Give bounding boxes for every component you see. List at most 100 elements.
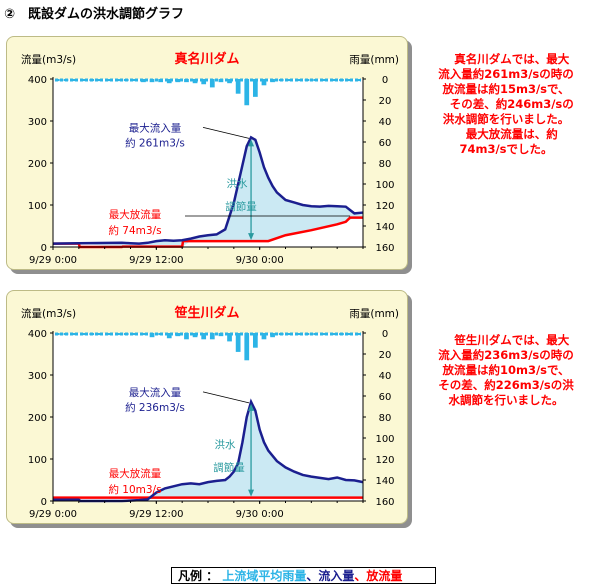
y-tick-label: 200 xyxy=(28,413,47,424)
rain-bar xyxy=(54,333,60,336)
rain-bar xyxy=(158,79,164,83)
y-tick-label: 100 xyxy=(28,201,47,212)
rain-bar xyxy=(192,79,198,84)
y-axis-label: 流量(m3/s) xyxy=(21,53,76,66)
rain-bar xyxy=(244,79,250,106)
chart-title: 真名川ダム xyxy=(174,51,239,67)
y2-tick-label: 80 xyxy=(379,159,392,170)
rain-bar xyxy=(356,333,362,336)
legend-prefix: 凡例 ： xyxy=(178,569,223,583)
rain-bar xyxy=(235,333,241,352)
chart-panel-sasogawa: 0 100 200 300 400 0 20 40 60 80 100 120 140 160 9/29 0… xyxy=(6,290,408,524)
annotation-max-outflow: 最大放流量 xyxy=(109,467,162,480)
annotation-flood-control-2: 調節量 xyxy=(213,461,245,474)
y2-tick-label: 60 xyxy=(379,392,392,403)
y2-tick-label: 40 xyxy=(379,117,392,128)
rain-bar xyxy=(201,333,207,340)
rain-bar xyxy=(209,333,215,340)
rain-bar xyxy=(106,333,112,336)
rain-bar xyxy=(149,79,155,83)
flood-control-area xyxy=(53,401,363,498)
y-tick-label: 100 xyxy=(28,455,47,466)
rain-bar xyxy=(141,333,146,336)
legend-inflow: 流入量 xyxy=(318,569,355,583)
rain-bar xyxy=(184,79,189,83)
rain-bar xyxy=(330,79,336,82)
y-tick-label: 0 xyxy=(41,243,47,254)
rain-bar xyxy=(287,333,293,336)
rain-bar xyxy=(63,79,69,82)
y-tick-label: 300 xyxy=(28,371,47,382)
annotation-max-inflow-pointer xyxy=(202,391,250,404)
rain-bar xyxy=(80,333,86,336)
rain-bar xyxy=(166,79,172,84)
rain-bar xyxy=(115,333,120,336)
rain-bar xyxy=(201,79,207,85)
rain-bar xyxy=(72,79,77,82)
rain-bar xyxy=(97,79,103,82)
y2-tick-label: 20 xyxy=(379,350,392,361)
legend: 凡例 ： 上流域平均雨量、流入量、放流量 xyxy=(171,567,436,584)
rain-bar xyxy=(218,79,224,83)
rain-bar xyxy=(330,333,336,336)
annotation-max-inflow: 最大流入量 xyxy=(129,121,182,134)
rain-bar xyxy=(244,333,250,361)
annotation-flood-control: 洪水 xyxy=(227,178,248,190)
peak-arrow-head-top xyxy=(248,403,255,411)
rain-bar xyxy=(227,333,232,342)
x-tick-label: 9/30 0:00 xyxy=(236,509,284,520)
y2-tick-label: 120 xyxy=(375,455,394,466)
rain-bar xyxy=(270,333,275,338)
legend-sep-1: 、 xyxy=(306,569,319,583)
rain-bar xyxy=(356,79,362,82)
rain-bar xyxy=(106,79,112,82)
annotation-max-inflow: 最大流入量 xyxy=(129,386,182,399)
rain-bar xyxy=(132,333,138,336)
rain-bar xyxy=(209,79,215,88)
rain-bar xyxy=(175,79,181,83)
rain-bar xyxy=(89,333,95,336)
rain-bar xyxy=(97,333,103,336)
annotation-flood-control-2: 調節量 xyxy=(225,200,257,213)
rain-bar xyxy=(278,333,284,336)
rain-bar xyxy=(270,79,275,83)
rain-bar xyxy=(296,333,301,336)
annotation-flood-control: 洪水 xyxy=(215,439,236,451)
annotation-max-inflow-value: 約 261m3/s xyxy=(125,136,185,149)
rain-bar xyxy=(123,333,129,336)
rain-bar xyxy=(313,79,319,82)
y2-tick-label: 80 xyxy=(379,413,392,424)
rain-bar xyxy=(321,333,327,336)
y2-tick-label: 0 xyxy=(382,75,388,86)
rain-bar xyxy=(278,79,284,82)
rain-bar xyxy=(261,79,267,86)
rain-bar xyxy=(166,333,172,339)
rain-bar xyxy=(304,79,310,82)
y-tick-label: 300 xyxy=(28,117,47,128)
chart-title: 笹生川ダム xyxy=(174,305,239,321)
x-tick-label: 9/29 0:00 xyxy=(29,509,77,520)
rain-bar xyxy=(123,79,129,82)
rain-bar xyxy=(339,333,344,336)
inflow-line xyxy=(53,398,364,503)
plot-area xyxy=(53,333,363,501)
annotation-max-outflow-value: 約 74m3/s xyxy=(108,224,161,237)
legend-outflow: 放流量 xyxy=(366,569,403,583)
y-tick-label: 400 xyxy=(28,75,47,86)
rain-bar xyxy=(218,333,224,337)
y2-tick-label: 100 xyxy=(375,180,394,191)
rain-bar xyxy=(261,333,267,340)
rain-bar xyxy=(72,333,77,336)
rain-bar xyxy=(235,79,241,94)
rain-bar xyxy=(252,79,258,97)
rain-bar xyxy=(347,79,353,82)
annotation-max-inflow-pointer xyxy=(202,126,250,139)
rain-bar xyxy=(321,79,327,82)
rain-bar xyxy=(54,79,60,82)
rain-bar xyxy=(313,333,319,336)
y2-axis-label: 雨量(mm) xyxy=(349,308,399,320)
y2-tick-label: 40 xyxy=(379,371,392,382)
chart-manakagawa-dam: 0 100 200 300 400 0 20 40 60 80 100 120 140 160 9/29 0… xyxy=(21,51,399,266)
rain-bar xyxy=(63,333,69,336)
rain-bar xyxy=(304,333,310,336)
